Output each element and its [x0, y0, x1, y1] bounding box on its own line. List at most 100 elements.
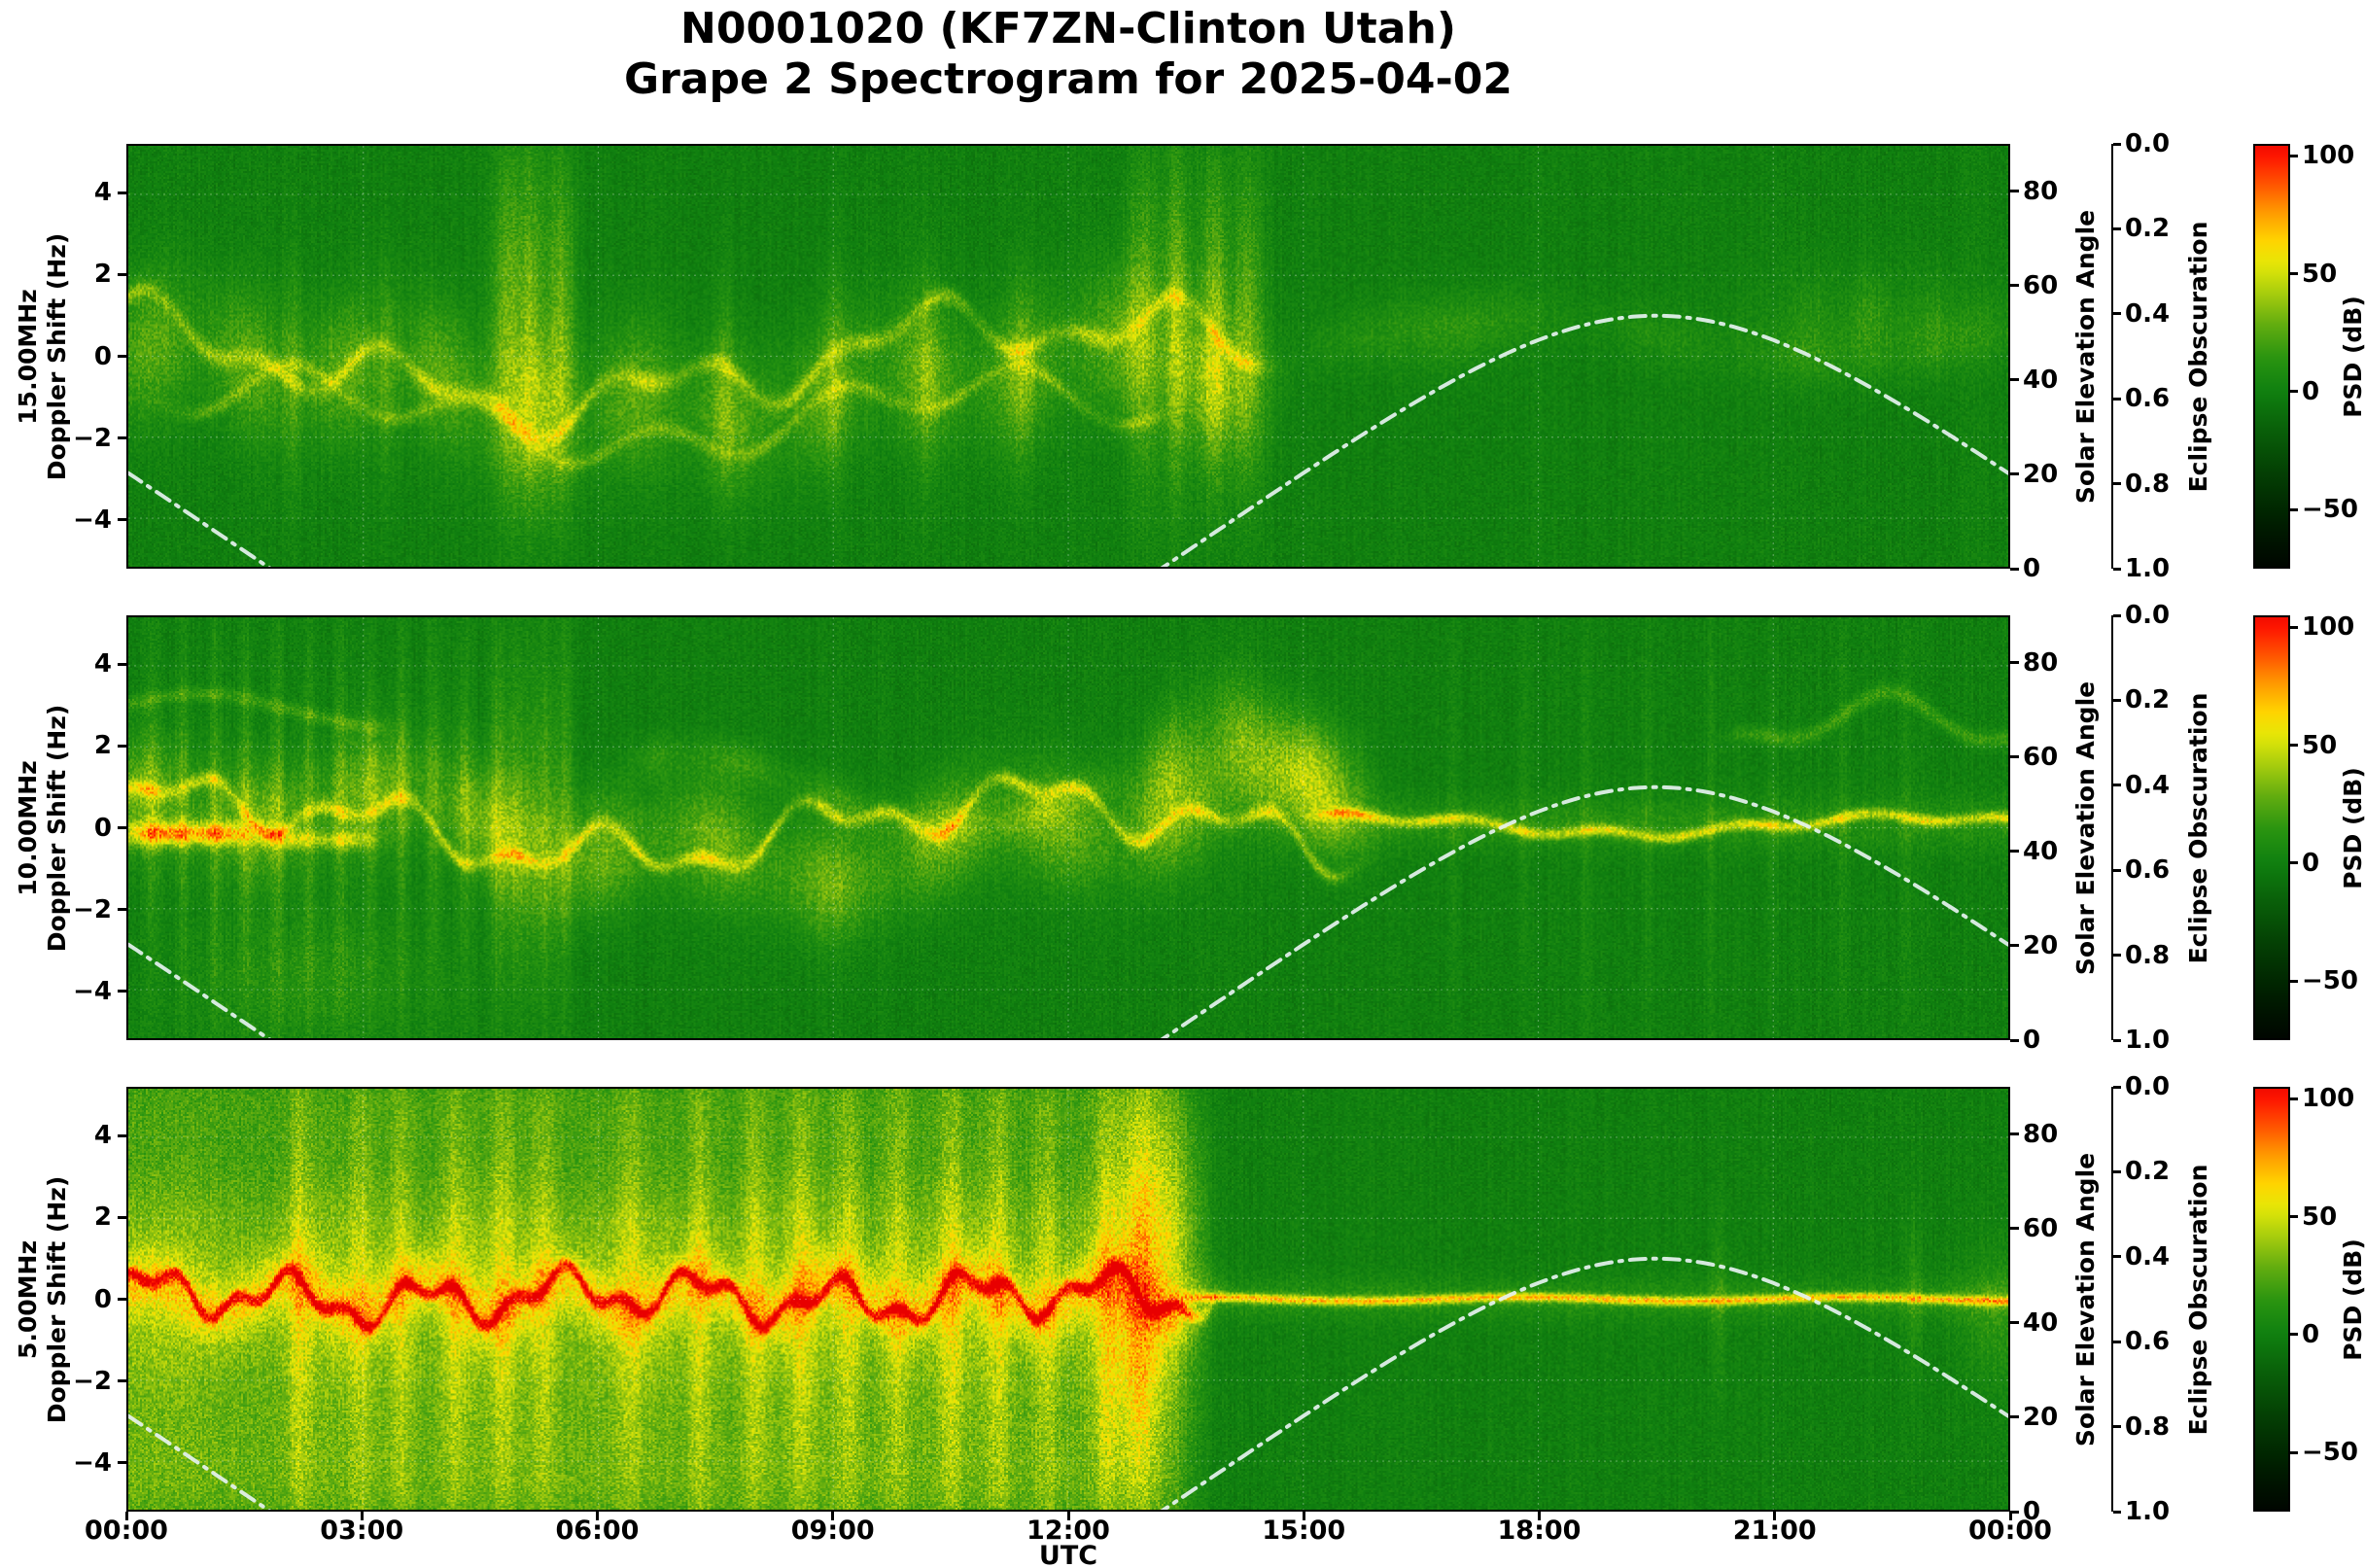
doppler-tick-mark	[118, 1298, 126, 1301]
eclipse-tick-mark	[2113, 1425, 2121, 1429]
eclipse-tick-mark	[2113, 1085, 2121, 1089]
colorbar-tick-label: −50	[2302, 966, 2358, 996]
eclipse-tick-label: 0.0	[2125, 1072, 2171, 1101]
panel-frequency-label: 15.00MHz	[14, 288, 42, 425]
x-tick-label: 06:00	[555, 1516, 640, 1546]
spectrogram-canvas-5mhz	[128, 1089, 2008, 1510]
x-tick-mark	[124, 1512, 128, 1520]
eclipse-axis-spine	[2111, 615, 2113, 1040]
doppler-tick-mark	[118, 1379, 126, 1383]
colorbar-tick-mark	[2290, 1097, 2298, 1100]
doppler-tick-label: 2	[93, 1202, 112, 1233]
colorbar-tick-mark	[2290, 272, 2298, 276]
eclipse-axis-spine	[2111, 1087, 2113, 1512]
eclipse-tick-mark	[2113, 954, 2121, 958]
doppler-tick-label: −2	[73, 423, 112, 453]
spectrogram-panel-5mhz	[126, 1087, 2010, 1512]
psd-axis-label: PSD (dB)	[2339, 295, 2365, 418]
doppler-tick-label: 4	[93, 649, 112, 679]
doppler-tick-mark	[118, 990, 126, 993]
eclipse-tick-mark	[2113, 1510, 2121, 1514]
spectrogram-canvas-15mhz	[128, 146, 2008, 567]
doppler-tick-label: 0	[93, 1284, 112, 1314]
x-tick-mark	[596, 1512, 599, 1520]
colorbar-tick-label: 100	[2302, 1084, 2355, 1114]
doppler-tick-mark	[118, 191, 126, 194]
colorbar-tick-mark	[2290, 1215, 2298, 1219]
psd-colorbar	[2253, 615, 2290, 1040]
solar-tick-label: 80	[2023, 1119, 2059, 1149]
colorbar-tick-mark	[2290, 390, 2298, 394]
x-tick-mark	[1538, 1512, 1541, 1520]
solar-tick-mark	[2010, 1132, 2019, 1136]
x-tick-label: 12:00	[1026, 1516, 1110, 1546]
doppler-tick-label: 2	[93, 731, 112, 761]
eclipse-tick-mark	[2113, 1169, 2121, 1173]
panel-overlay-10mhz	[128, 617, 2008, 1038]
solar-tick-mark	[2010, 378, 2019, 382]
colorbar-tick-label: −50	[2302, 1438, 2358, 1468]
solar-tick-label: 40	[2023, 836, 2059, 866]
colorbar-tick-mark	[2290, 154, 2298, 157]
solar-tick-label: 20	[2023, 930, 2059, 960]
solar-tick-mark	[2010, 1321, 2019, 1325]
solar-tick-label: 60	[2023, 742, 2059, 772]
eclipse-tick-label: 0.4	[2125, 1241, 2171, 1272]
solar-tick-mark	[2010, 284, 2019, 288]
eclipse-tick-mark	[2113, 226, 2121, 230]
doppler-tick-mark	[118, 1133, 126, 1137]
colorbar-tick-label: 100	[2302, 141, 2355, 171]
doppler-tick-mark	[118, 1461, 126, 1465]
eclipse-tick-label: 0.8	[2125, 1411, 2171, 1442]
eclipse-axis-spine	[2111, 144, 2113, 569]
solar-tick-label: 20	[2023, 1402, 2059, 1432]
spectrogram-panel-10mhz	[126, 615, 2010, 1040]
solar-tick-mark	[2010, 190, 2019, 193]
panel-overlay-5mhz	[128, 1089, 2008, 1510]
spectrogram-panel-15mhz	[126, 144, 2010, 569]
eclipse-tick-mark	[2113, 142, 2121, 146]
colorbar-tick-mark	[2290, 507, 2298, 511]
x-tick-label: 09:00	[790, 1516, 875, 1546]
psd-axis-label: PSD (dB)	[2339, 1237, 2365, 1361]
doppler-tick-label: 0	[93, 813, 112, 843]
colorbar-tick-label: 50	[2302, 730, 2338, 760]
panel-frequency-label: 5.00MHz	[14, 1239, 42, 1359]
colorbar-tick-mark	[2290, 861, 2298, 865]
x-tick-mark	[1066, 1512, 1070, 1520]
doppler-tick-label: −4	[73, 1447, 112, 1478]
doppler-tick-label: −2	[73, 894, 112, 924]
eclipse-tick-mark	[2113, 1255, 2121, 1259]
eclipse-tick-mark	[2113, 784, 2121, 787]
eclipse-tick-label: 0.4	[2125, 770, 2171, 800]
spectrogram-canvas-10mhz	[128, 617, 2008, 1038]
eclipse-tick-mark	[2113, 397, 2121, 401]
x-tick-label: 21:00	[1732, 1516, 1817, 1546]
colorbar-tick-label: 50	[2302, 259, 2338, 289]
figure-title-line2: Grape 2 Spectrogram for 2025-04-02	[623, 54, 1513, 104]
colorbar-tick-mark	[2290, 1450, 2298, 1454]
x-tick-label: 03:00	[320, 1516, 404, 1546]
eclipse-axis-label: Eclipse Obscuration	[2184, 1164, 2212, 1435]
solar-tick-label: 60	[2023, 270, 2059, 300]
doppler-tick-mark	[118, 355, 126, 358]
eclipse-tick-label: 0.2	[2125, 214, 2171, 244]
eclipse-tick-mark	[2113, 613, 2121, 617]
colorbar-tick-label: −50	[2302, 495, 2358, 525]
solar-tick-mark	[2010, 472, 2019, 476]
solar-tick-mark	[2010, 661, 2019, 665]
doppler-tick-label: −4	[73, 976, 112, 1006]
doppler-tick-label: 4	[93, 1121, 112, 1151]
x-tick-label: 18:00	[1497, 1516, 1582, 1546]
eclipse-tick-label: 0.6	[2125, 1327, 2171, 1357]
solar-tick-label: 80	[2023, 176, 2059, 206]
solar-tick-label: 20	[2023, 459, 2059, 489]
eclipse-tick-label: 0.0	[2125, 601, 2171, 630]
eclipse-tick-label: 1.0	[2125, 554, 2171, 583]
doppler-tick-mark	[118, 518, 126, 522]
eclipse-tick-mark	[2113, 482, 2121, 486]
doppler-tick-mark	[118, 436, 126, 440]
eclipse-tick-mark	[2113, 1340, 2121, 1343]
solar-tick-label: 40	[2023, 365, 2059, 395]
eclipse-tick-mark	[2113, 312, 2121, 316]
